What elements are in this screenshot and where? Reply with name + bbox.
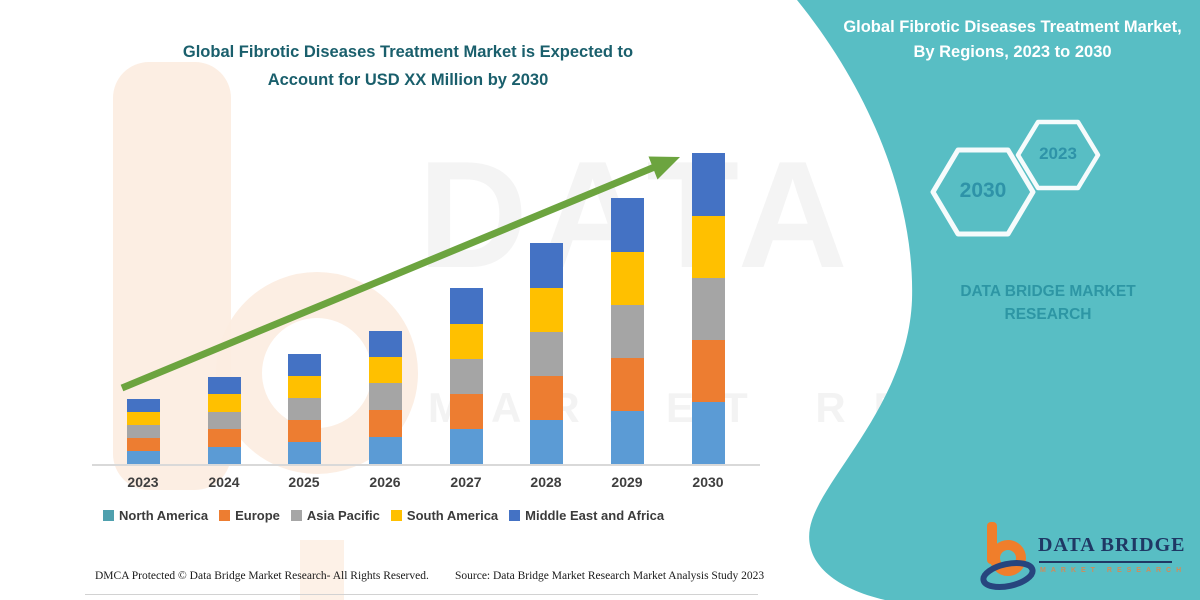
bar-segment: [691, 340, 725, 402]
stacked-bar-2024: [207, 377, 241, 465]
bar-segment: [691, 216, 725, 278]
bar-segment: [449, 288, 483, 324]
stacked-bar-2023: [126, 399, 160, 465]
bar-segment: [126, 451, 160, 465]
legend-label: Asia Pacific: [306, 508, 380, 523]
legend-swatch: [103, 510, 114, 521]
footer-source: Source: Data Bridge Market Research Mark…: [455, 570, 765, 582]
x-axis-label: 2026: [369, 474, 401, 490]
bar-segment: [610, 252, 644, 305]
data-bridge-logo: DATA BRIDGE MARKET RESEARCH: [980, 518, 1190, 596]
bar-segment: [287, 420, 321, 442]
x-axis-label: 2029: [611, 474, 643, 490]
chart-legend: North America Europe Asia Pacific South Ame…: [103, 508, 664, 523]
bar-segment: [287, 354, 321, 376]
x-axis-label: 2023: [127, 474, 159, 490]
bar-segment: [368, 357, 402, 383]
brand-text: DATA BRIDGE MARKET RESEARCH: [960, 283, 1136, 324]
bar-segment: [287, 376, 321, 398]
x-axis-label: 2024: [208, 474, 240, 490]
bar-segment: [529, 420, 563, 465]
bar-segment: [368, 331, 402, 357]
bar-segment: [529, 288, 563, 332]
footer-copyright: DMCA Protected © Data Bridge Market Rese…: [95, 570, 429, 582]
bar-segment: [691, 153, 725, 216]
chart-title: Global Fibrotic Diseases Treatment Marke…: [182, 43, 634, 90]
stacked-bar-2026: [368, 331, 402, 465]
legend-item: Asia Pacific: [290, 508, 380, 523]
bar-segment: [207, 394, 241, 412]
footer-divider: [85, 594, 758, 595]
bar-segment: [691, 278, 725, 340]
bar-segment: [207, 447, 241, 465]
trend-arrow: [120, 156, 680, 392]
bar-segment: [207, 377, 241, 394]
hexagon-2023-label: 2023: [1039, 144, 1077, 163]
x-axis-label: 2028: [530, 474, 562, 490]
bar-segment: [610, 411, 644, 465]
bar-segment: [449, 394, 483, 429]
bar-segment: [449, 429, 483, 465]
legend-item: Europe: [219, 508, 280, 523]
legend-item: Middle East and Africa: [509, 508, 664, 523]
bar-segment: [287, 398, 321, 420]
legend-item: South America: [390, 508, 499, 523]
legend-swatch: [219, 510, 231, 521]
bar-chart-plot-area: [95, 130, 760, 465]
bar-segment: [207, 429, 241, 447]
legend-label: North America: [119, 508, 209, 523]
legend-label: South America: [406, 508, 499, 523]
logo-subtext: MARKET RESEARCH: [1040, 567, 1187, 574]
bar-segment: [126, 412, 160, 425]
hexagon-2023-shape: [1015, 119, 1101, 191]
x-axis-label: 2030: [692, 474, 724, 490]
stacked-bar-2025: [287, 354, 321, 465]
hexagon-2030-label: 2030: [959, 179, 1007, 202]
legend-item: North America: [103, 508, 208, 523]
logo-underline: [1039, 561, 1172, 563]
bar-segment: [126, 425, 160, 438]
x-axis-labels: 2023 2024 2025 2026 2027 2028 2029 2030: [95, 474, 760, 494]
legend-swatch: [509, 510, 521, 521]
logo-wordmark: DATA BRIDGE: [1038, 534, 1186, 556]
bar-segment: [126, 438, 160, 451]
legend-label: Europe: [235, 508, 280, 523]
stacked-bar-2027: [449, 288, 483, 465]
bar-segment: [691, 402, 725, 465]
stacked-bar-2030: [691, 153, 725, 465]
x-axis-label: 2027: [450, 474, 482, 490]
bar-segment: [449, 359, 483, 394]
bar-segment: [610, 358, 644, 411]
bar-segment: [368, 410, 402, 437]
bar-segment: [529, 332, 563, 376]
x-axis-label: 2025: [288, 474, 320, 490]
bar-segment: [610, 198, 644, 252]
bar-segment: [529, 243, 563, 288]
legend-swatch: [390, 510, 402, 521]
legend-swatch: [290, 510, 302, 521]
x-axis-line: [92, 464, 760, 466]
bar-segment: [126, 399, 160, 412]
bar-segment: [610, 305, 644, 358]
data-bridge-logo-icon: [980, 522, 1036, 590]
bar-segment: [368, 383, 402, 410]
bar-segment: [287, 442, 321, 465]
panel-heading: Global Fibrotic Diseases Treatment Marke…: [843, 18, 1182, 61]
hexagon-2030-shape: [930, 147, 1036, 237]
bar-segment: [207, 412, 241, 429]
watermark-logo-strip: [300, 540, 344, 600]
bar-segment: [449, 324, 483, 359]
stacked-bar-2029: [610, 198, 644, 465]
stacked-bar-2028: [529, 243, 563, 465]
bar-segment: [529, 376, 563, 420]
bar-segment: [368, 437, 402, 465]
legend-label: Middle East and Africa: [525, 508, 665, 523]
